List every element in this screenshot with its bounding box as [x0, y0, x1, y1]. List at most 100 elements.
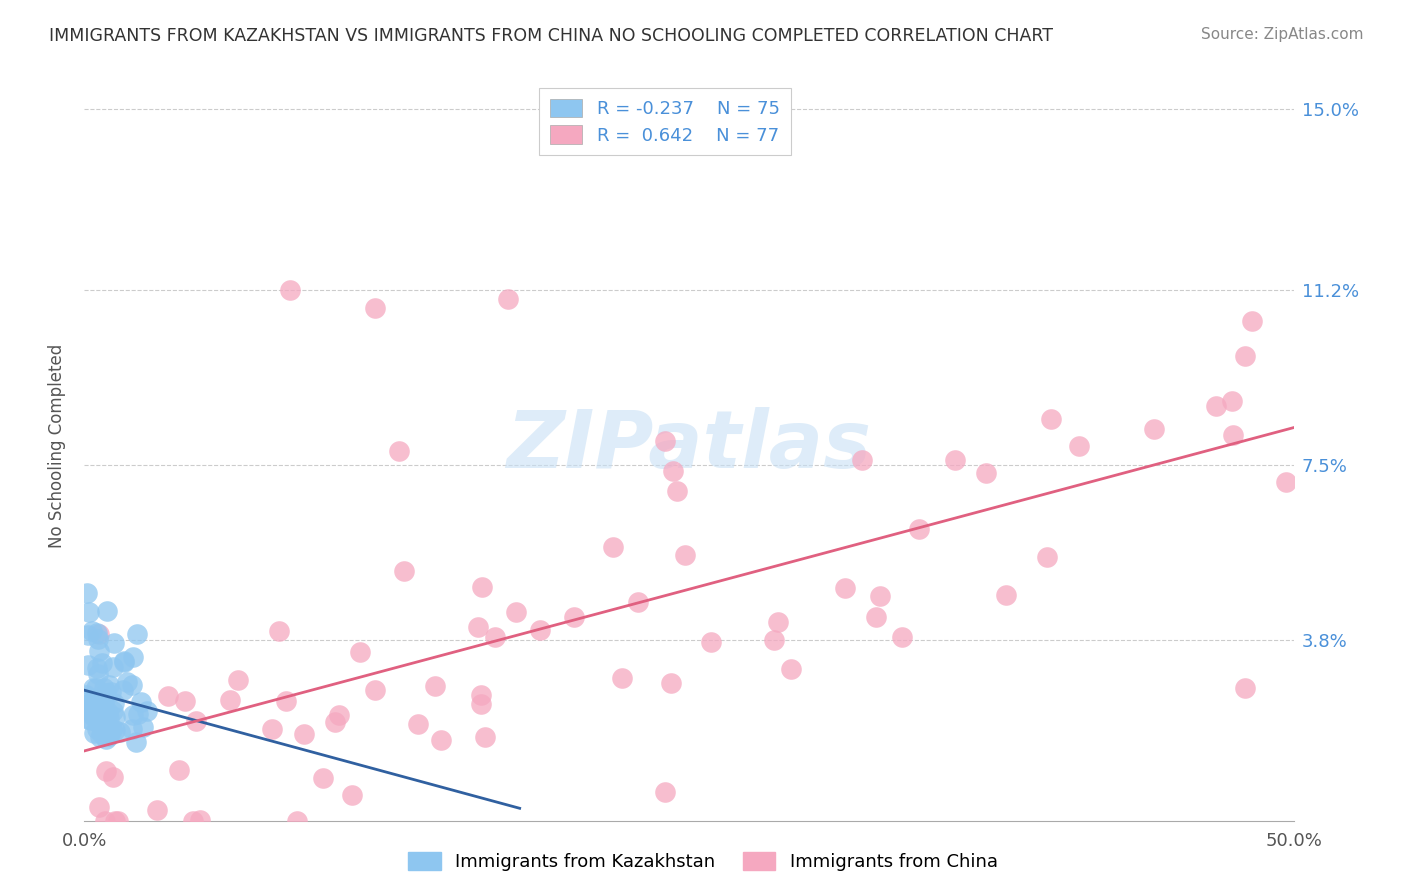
Point	[89, 714, 111, 729]
Point	[87, 667, 110, 681]
Point	[86, 660, 108, 674]
Point	[285, 814, 308, 828]
Point	[91, 705, 114, 719]
Point	[136, 704, 159, 718]
Point	[103, 636, 125, 650]
Point	[779, 662, 801, 676]
Point	[98, 729, 121, 743]
Point	[174, 694, 197, 708]
Point	[654, 434, 676, 449]
Point	[77, 700, 100, 714]
Point	[94, 731, 117, 746]
Point	[278, 283, 301, 297]
Point	[1205, 399, 1227, 413]
Point	[77, 628, 100, 642]
Point	[87, 693, 110, 707]
Point	[1234, 349, 1257, 363]
Point	[89, 730, 111, 744]
Point	[349, 645, 371, 659]
Point	[100, 685, 122, 699]
Point	[132, 720, 155, 734]
Point	[87, 632, 110, 646]
Point	[323, 714, 346, 729]
Point	[666, 483, 689, 498]
Point	[1222, 427, 1244, 442]
Point	[700, 634, 723, 648]
Point	[865, 610, 887, 624]
Point	[90, 715, 112, 730]
Point	[274, 694, 297, 708]
Point	[89, 709, 111, 723]
Point	[77, 712, 100, 726]
Point	[84, 681, 107, 695]
Point	[77, 692, 100, 706]
Point	[311, 772, 333, 786]
Point	[467, 619, 489, 633]
Point	[851, 453, 873, 467]
Point	[80, 713, 103, 727]
Point	[976, 466, 998, 480]
Point	[627, 595, 650, 609]
Point	[94, 685, 117, 699]
Point	[125, 627, 148, 641]
Point	[562, 610, 585, 624]
Point	[101, 770, 124, 784]
Point	[869, 589, 891, 603]
Point	[77, 605, 100, 619]
Point	[82, 709, 104, 723]
Point	[129, 695, 152, 709]
Point	[505, 605, 527, 619]
Point	[121, 708, 143, 723]
Point	[184, 714, 207, 728]
Point	[82, 698, 104, 713]
Point	[97, 678, 120, 692]
Point	[87, 707, 110, 722]
Point	[496, 292, 519, 306]
Point	[90, 720, 112, 734]
Point	[673, 549, 696, 563]
Point	[121, 650, 143, 665]
Point	[406, 717, 429, 731]
Point	[1240, 314, 1263, 328]
Point	[470, 697, 492, 711]
Point	[82, 681, 104, 695]
Point	[76, 658, 98, 673]
Point	[766, 615, 789, 629]
Text: ZIPatlas: ZIPatlas	[506, 407, 872, 485]
Point	[1275, 475, 1298, 490]
Point	[93, 681, 115, 695]
Point	[392, 564, 415, 578]
Point	[76, 586, 98, 600]
Point	[103, 696, 125, 710]
Point	[662, 464, 685, 478]
Point	[80, 624, 103, 638]
Point	[124, 735, 146, 749]
Point	[1143, 422, 1166, 436]
Point	[108, 724, 131, 739]
Point	[87, 800, 110, 814]
Point	[84, 709, 107, 723]
Point	[328, 708, 350, 723]
Point	[602, 540, 624, 554]
Point	[96, 604, 118, 618]
Point	[112, 683, 135, 698]
Point	[87, 696, 110, 710]
Point	[267, 624, 290, 639]
Point	[87, 627, 110, 641]
Point	[470, 688, 492, 702]
Point	[107, 814, 129, 828]
Point	[121, 722, 143, 736]
Point	[84, 709, 107, 723]
Point	[484, 630, 506, 644]
Point	[612, 672, 634, 686]
Point	[181, 814, 204, 828]
Point	[260, 723, 283, 737]
Point	[100, 723, 122, 737]
Point	[340, 788, 363, 802]
Point	[891, 630, 914, 644]
Text: Source: ZipAtlas.com: Source: ZipAtlas.com	[1201, 27, 1364, 42]
Point	[79, 697, 101, 711]
Point	[363, 682, 385, 697]
Point	[188, 813, 211, 827]
Point	[834, 581, 856, 595]
